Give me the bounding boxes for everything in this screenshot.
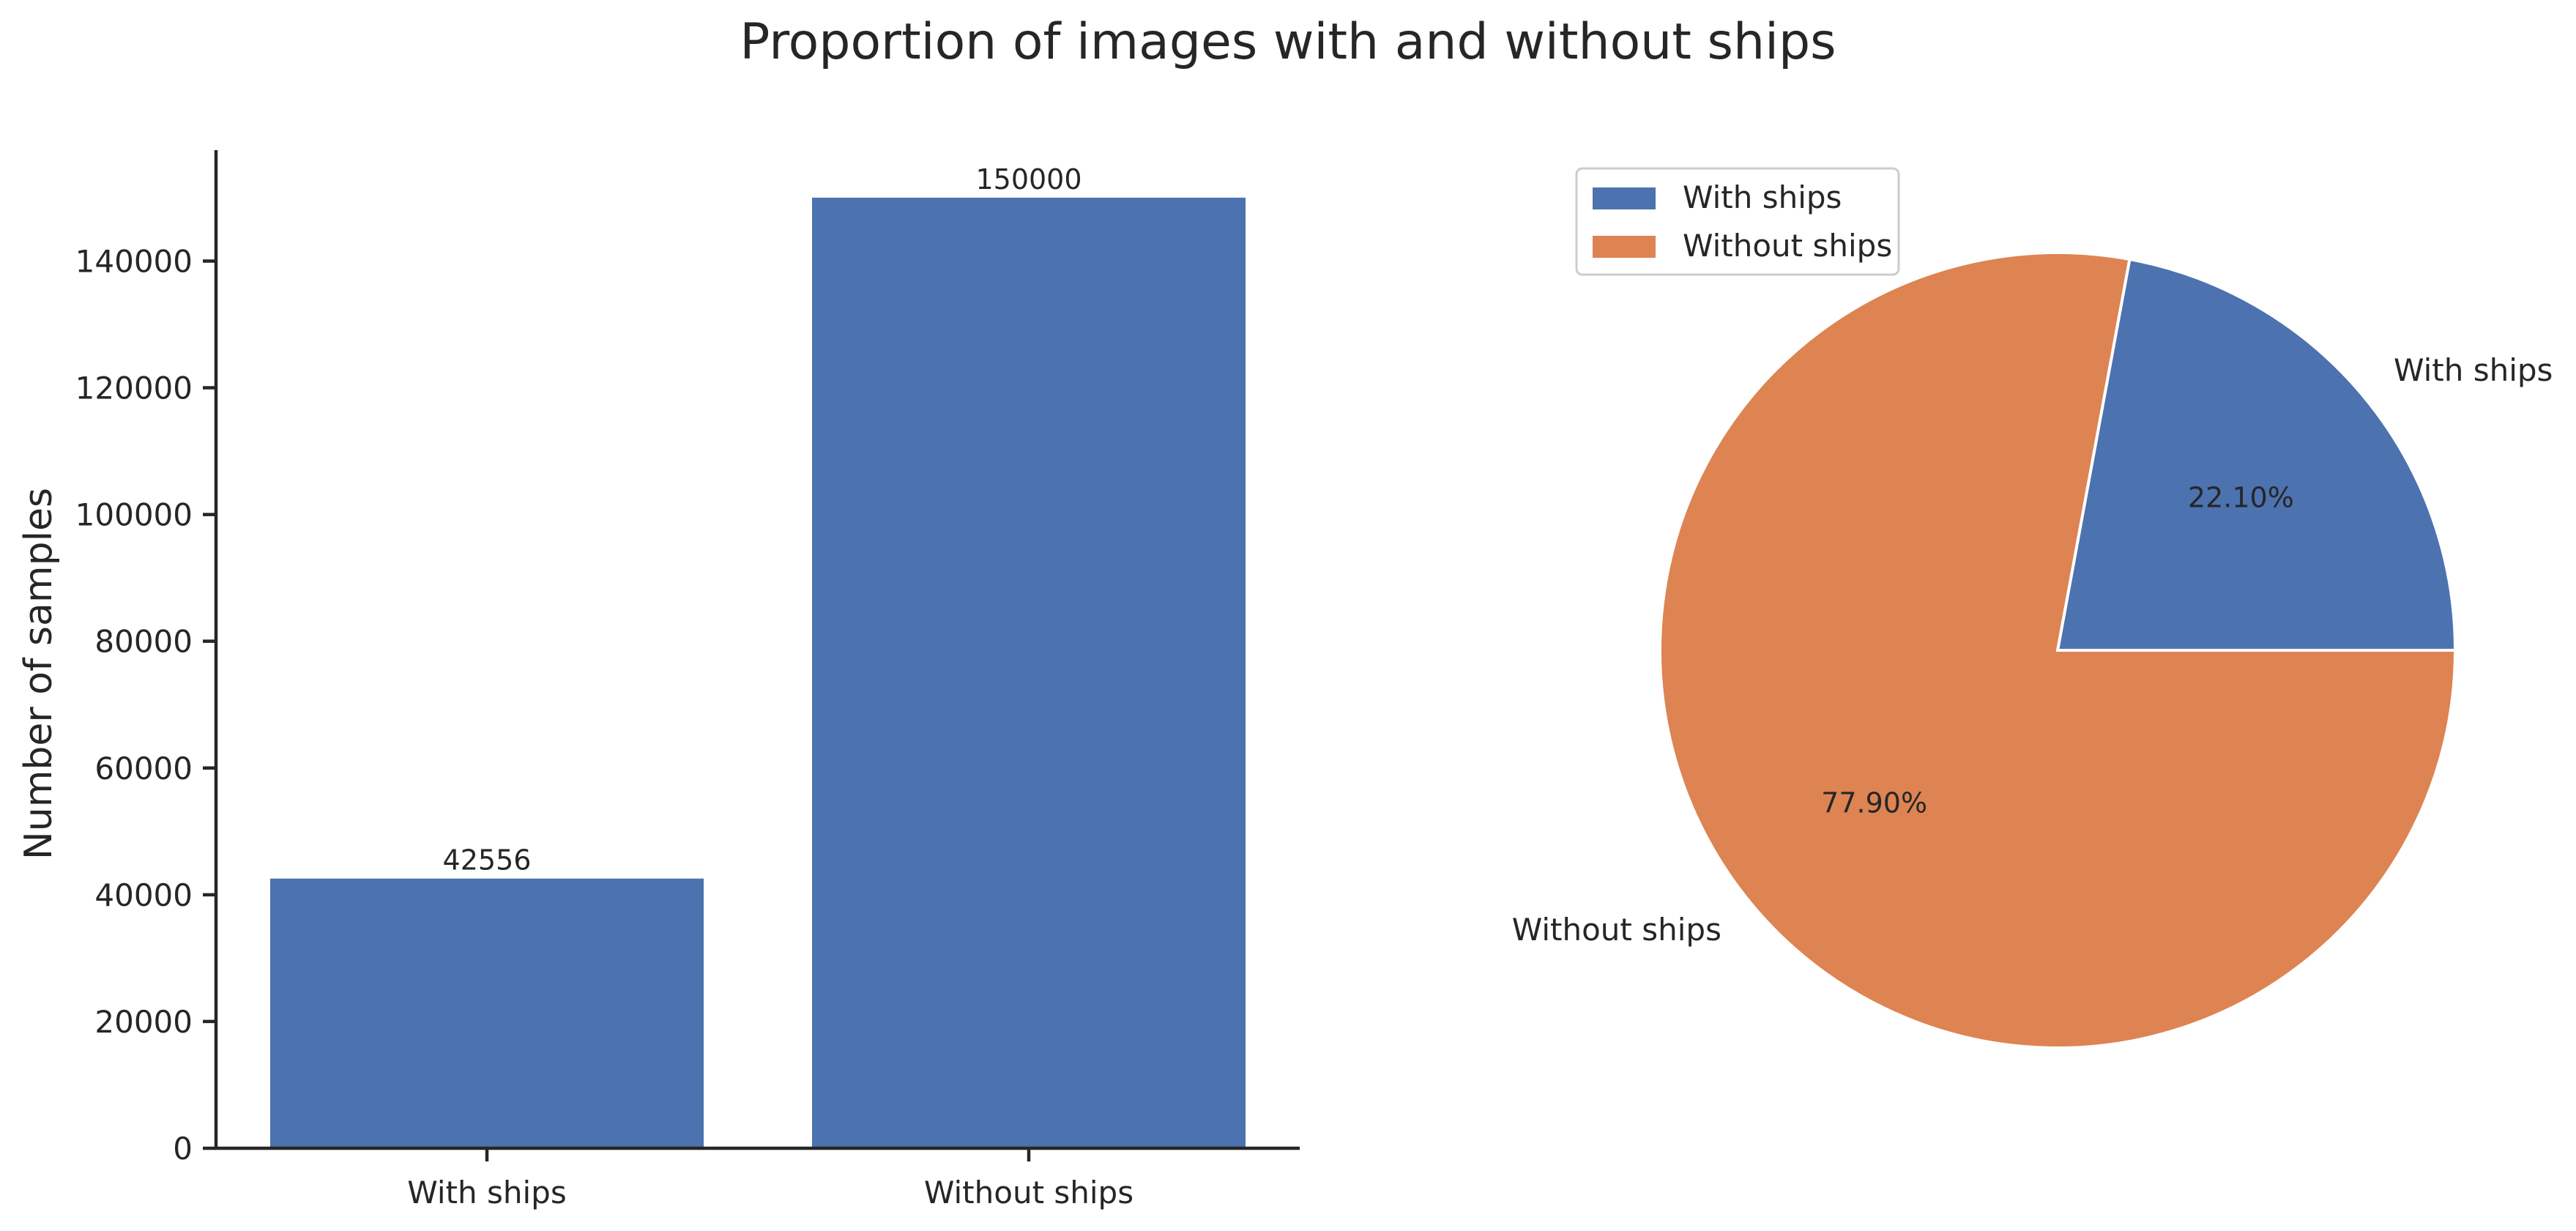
pie-slice-with-ships: [2055, 257, 2457, 652]
y-tick-label: 40000: [94, 877, 193, 913]
pie-label-with-ships: With ships: [2394, 352, 2553, 388]
pie-slice-without-ships: [1659, 251, 2457, 1049]
y-tick-label: 60000: [94, 751, 193, 786]
bar-series: 42556 With ships 150000 Without ships: [270, 163, 1246, 1210]
figure-title: Proportion of images with and without sh…: [740, 13, 1836, 71]
y-tick-label: 100000: [75, 497, 193, 533]
legend-label-without-ships: Without ships: [1683, 228, 1892, 264]
pie-pct-label-with-ships: 22.10%: [2188, 482, 2294, 514]
y-tick-label: 120000: [75, 371, 193, 406]
legend-swatch-with-ships: [1593, 187, 1656, 209]
y-tick-label: 80000: [94, 624, 193, 660]
pie-pct-label-without-ships: 77.90%: [1821, 786, 1927, 819]
legend-label-with-ships: With ships: [1683, 179, 1842, 215]
pie-legend: With ships Without ships: [1575, 167, 1900, 276]
legend-frame: [1575, 167, 1900, 276]
bar-y-axis-label: Number of samples: [17, 488, 61, 860]
x-tick-label: With ships: [407, 1175, 566, 1210]
bar-without-ships: [812, 197, 1246, 1148]
bar-y-axis: 0 20000 40000 60000 80000 100000 120000 140000: [75, 243, 216, 1167]
bar-value-label: 42556: [443, 844, 532, 877]
y-tick-label: 20000: [94, 1004, 193, 1040]
pie-slices: [1659, 251, 2457, 1049]
bar-chart: 020000400006000080000100000120000140000 …: [17, 150, 1300, 1210]
y-tick-label: 140000: [75, 243, 193, 279]
pie-label-without-ships: Without ships: [1512, 912, 1721, 948]
bar-value-label: 150000: [975, 163, 1082, 196]
x-tick-label: Without ships: [924, 1175, 1133, 1210]
legend-swatch-without-ships: [1593, 236, 1656, 258]
bar-with-ships: [270, 878, 704, 1148]
pie-chart: With ships 22.10% Without ships 77.90% With…: [1512, 167, 2553, 1049]
pie-labels: With ships 22.10% Without ships 77.90%: [1512, 352, 2553, 948]
y-tick-label: 0: [173, 1131, 193, 1167]
